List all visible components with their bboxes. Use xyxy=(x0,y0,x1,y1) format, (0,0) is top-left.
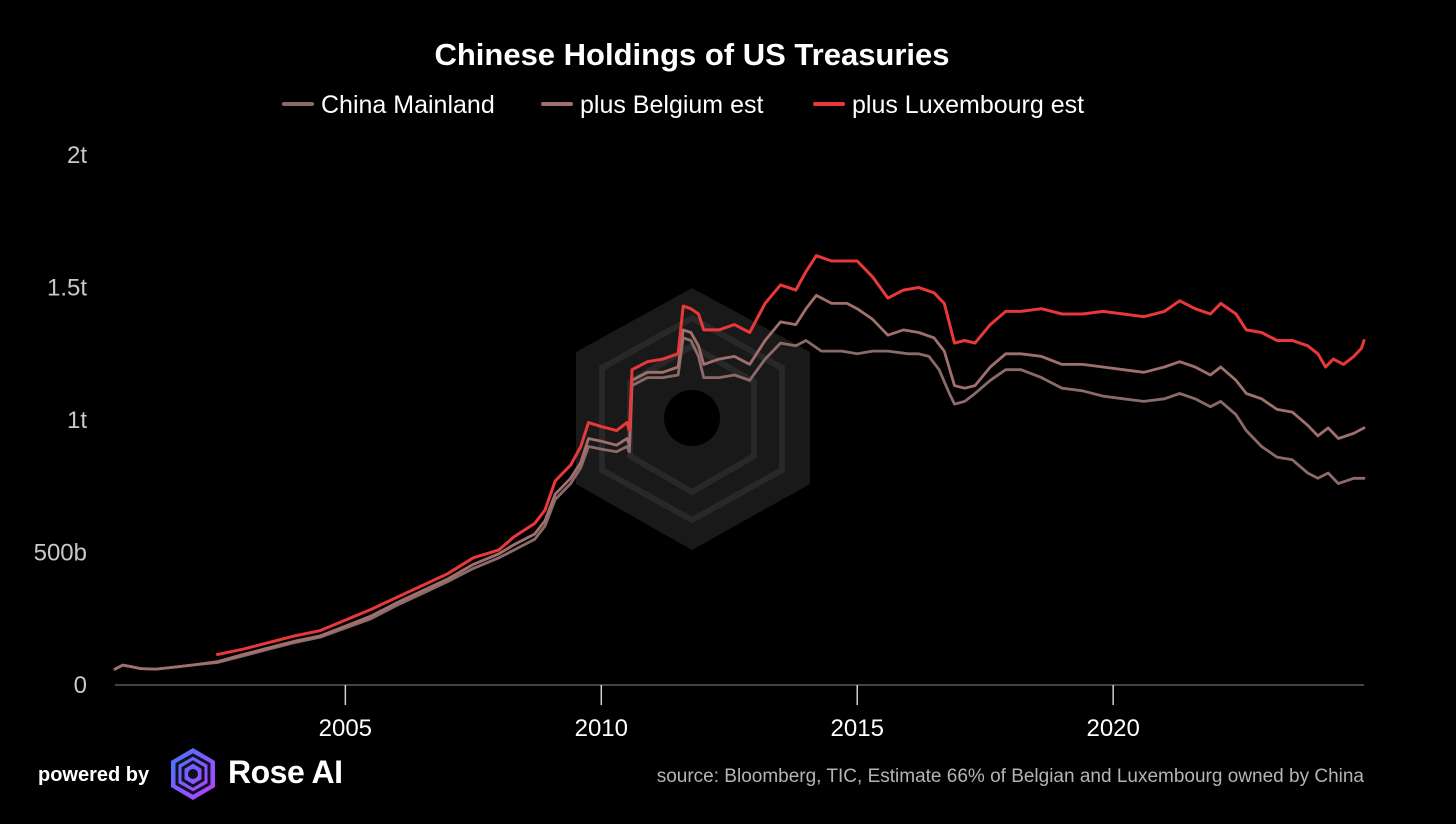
source-note: source: Bloomberg, TIC, Estimate 66% of … xyxy=(656,766,1364,787)
legend-label: plus Luxembourg est xyxy=(852,91,1084,119)
footer: powered by Rose AI source: Bloomberg, TI… xyxy=(0,740,1456,810)
y-tick-label: 1.5t xyxy=(47,275,87,302)
legend-label: China Mainland xyxy=(321,91,495,119)
chart-title: Chinese Holdings of US Treasuries xyxy=(434,37,949,72)
legend: China Mainland plus Belgium est plus Lux… xyxy=(282,91,1084,119)
chart: Chinese Holdings of US Treasuries China … xyxy=(34,37,1366,740)
powered-by-label: powered by xyxy=(38,764,150,786)
y-tick-label: 0 xyxy=(74,672,87,699)
series-line-china-mainland xyxy=(113,336,1366,671)
legend-item-china-mainland: China Mainland xyxy=(282,91,495,119)
rose-ai-logo-icon[interactable] xyxy=(168,746,218,802)
watermark-logo xyxy=(576,288,810,550)
brand-name[interactable]: Rose AI xyxy=(228,754,343,790)
legend-item-plus-belgium: plus Belgium est xyxy=(541,91,763,119)
series-line-plus-belgium-est xyxy=(113,294,1366,671)
axes: 0 500b 1t 1.5t 2t 2005 2010 2015 2020 xyxy=(34,142,1364,740)
series-line-plus-luxembourg-est xyxy=(215,254,1366,656)
y-tick-label: 2t xyxy=(67,142,87,169)
x-tick-label: 2010 xyxy=(575,715,628,740)
x-tick-label: 2005 xyxy=(319,715,372,740)
series-lines xyxy=(113,254,1366,671)
y-tick-label: 500b xyxy=(34,540,87,567)
legend-item-plus-luxembourg: plus Luxembourg est xyxy=(813,91,1084,119)
y-tick-label: 1t xyxy=(67,407,87,434)
x-tick-label: 2020 xyxy=(1086,715,1139,740)
x-tick-label: 2015 xyxy=(831,715,884,740)
legend-label: plus Belgium est xyxy=(580,91,763,119)
